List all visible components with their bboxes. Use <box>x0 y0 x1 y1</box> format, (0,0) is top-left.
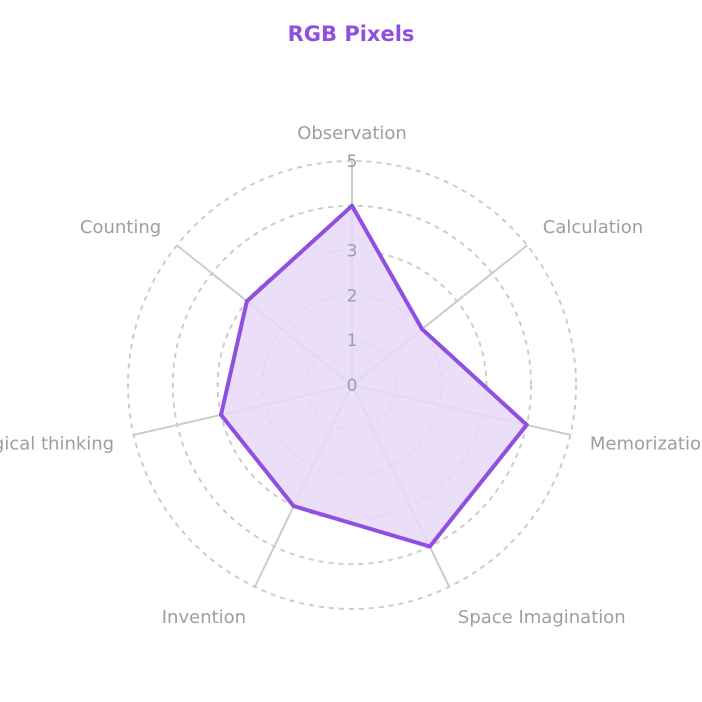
axis-label-space-imagination: Space Imagination <box>458 607 626 628</box>
label-layer: Observation Calculation Memorization Space … <box>0 123 702 628</box>
data-point-observation <box>350 203 354 208</box>
tick-label-0: 0 <box>347 376 358 396</box>
tick-label-1: 1 <box>347 331 358 351</box>
tick-label-3: 3 <box>347 242 358 262</box>
tick-layer: 0 1 2 3 5 <box>347 152 358 396</box>
axis-label-memorization: Memorization <box>590 433 702 454</box>
axis-label-counting: Counting <box>80 217 161 238</box>
axis-label-observation: Observation <box>297 123 407 144</box>
tick-label-5: 5 <box>347 152 358 172</box>
data-point-calculation <box>420 327 425 332</box>
data-point-logical-thinking <box>218 412 223 417</box>
data-point-invention <box>291 504 296 509</box>
chart-title: RGB Pixels <box>287 22 415 46</box>
data-point-memorization <box>524 422 529 427</box>
axis-label-calculation: Calculation <box>543 217 643 238</box>
data-point-space-imagination <box>427 544 432 549</box>
axis-label-invention: Invention <box>162 607 246 628</box>
data-point-counting <box>244 299 249 304</box>
axis-label-logical-thinking: Logical thinking <box>0 433 114 454</box>
tick-label-2: 2 <box>347 286 358 306</box>
series-layer <box>218 203 529 549</box>
series-area-0 <box>219 203 529 549</box>
grid-ring-5 <box>127 160 577 610</box>
